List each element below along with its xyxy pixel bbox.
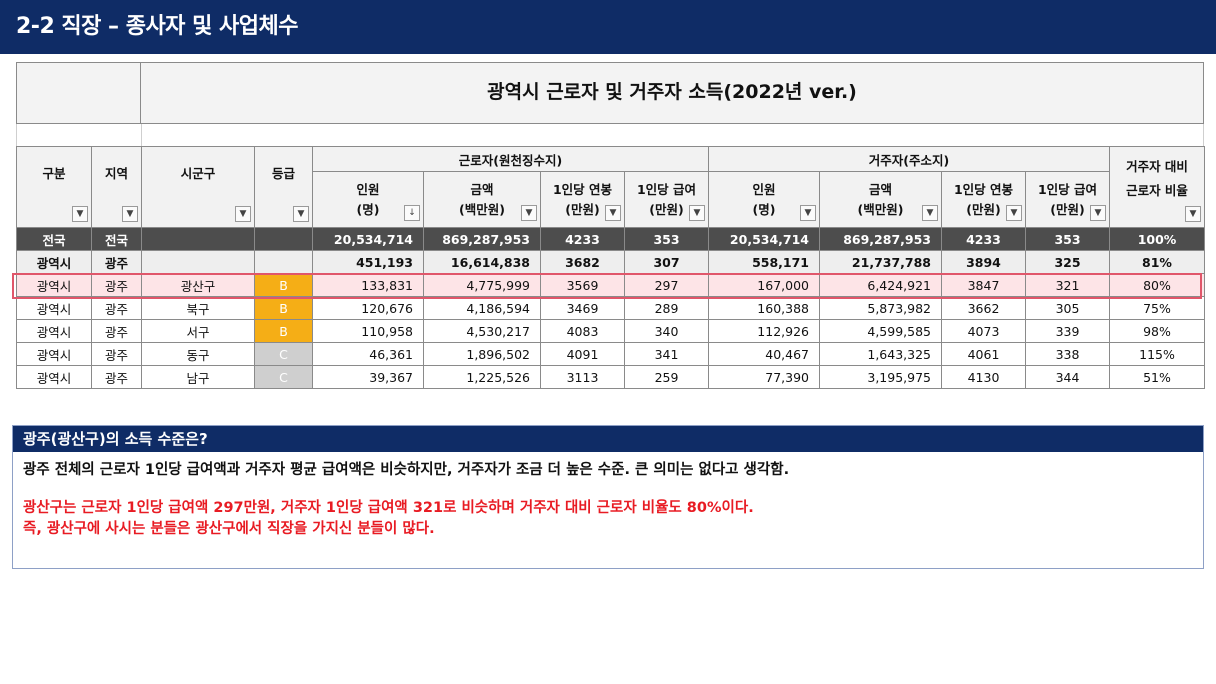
table-row: 광역시 광주 북구 B 120,676 4,186,594 3469 289 1… <box>16 296 1205 320</box>
grade-badge: C <box>254 365 313 389</box>
filter-dropdown-icon[interactable]: ▼ <box>1090 205 1106 221</box>
filter-dropdown-icon[interactable]: ▼ <box>235 206 251 222</box>
filter-dropdown-icon[interactable]: ▼ <box>122 206 138 222</box>
filter-dropdown-icon[interactable]: ▼ <box>1006 205 1022 221</box>
table-row: 광역시 광주 동구 C 46,361 1,896,502 4091 341 40… <box>16 342 1205 366</box>
header-gubun: 구분 ▼ <box>16 146 92 228</box>
note-title: 광주(광산구)의 소득 수준은? <box>13 426 1203 452</box>
table-row-gwangju-total: 광역시 광주 451,193 16,614,838 3682 307 558,1… <box>16 250 1205 274</box>
header-district: 시군구 ▼ <box>141 146 255 228</box>
header-resident-group: 거주자(주소지) <box>708 146 1110 172</box>
note-text: 광주 전체의 근로자 1인당 급여액과 거주자 평균 급여액은 비슷하지만, 거… <box>23 462 790 478</box>
filter-dropdown-icon[interactable]: ▼ <box>689 205 705 221</box>
filter-dropdown-icon[interactable]: ▼ <box>922 205 938 221</box>
header-worker-amount: 금액 (백만원) ▼ <box>423 171 541 228</box>
header-grade: 등급 ▼ <box>254 146 313 228</box>
table-row: 광역시 광주 서구 B 110,958 4,530,217 4083 340 1… <box>16 319 1205 343</box>
filter-dropdown-icon[interactable]: ▼ <box>521 205 537 221</box>
table-row: 광역시 광주 남구 C 39,367 1,225,526 3113 259 77… <box>16 365 1205 389</box>
note-highlight-text: 광산구는 근로자 1인당 급여액 297만원, 거주자 1인당 급여액 321로… <box>23 500 754 516</box>
sheet-title: 광역시 근로자 및 거주자 소득(2022년 ver.) <box>487 81 857 103</box>
grade-badge: C <box>254 342 313 366</box>
header-region: 지역 ▼ <box>91 146 142 228</box>
filter-dropdown-icon[interactable]: ▼ <box>800 205 816 221</box>
header-resident-monthly: 1인당 급여 (만원) ▼ <box>1025 171 1110 228</box>
table-row-gwangsan: 광역시 광주 광산구 B 133,831 4,775,999 3569 297 … <box>16 273 1205 297</box>
sheet-title-box: 광역시 근로자 및 거주자 소득(2022년 ver.) <box>16 62 1204 124</box>
filter-dropdown-icon[interactable]: ▼ <box>1185 206 1201 222</box>
note-highlight-text: 즉, 광산구에 사시는 분들은 광산구에서 직장을 가지신 분들이 많다. <box>23 521 435 537</box>
header-resident-people: 인원 (명) ▼ <box>708 171 820 228</box>
header-resident-annual: 1인당 연봉 (만원) ▼ <box>941 171 1026 228</box>
header-worker-group: 근로자(원천징수지) <box>312 146 709 172</box>
header-ratio: 거주자 대비 근로자 비율 ▼ <box>1109 146 1205 228</box>
note-box: 광주(광산구)의 소득 수준은? 광주 전체의 근로자 1인당 급여액과 거주자… <box>12 425 1204 569</box>
sort-desc-icon[interactable]: ↓ <box>404 205 420 221</box>
header-worker-people: 인원 (명) ↓ <box>312 171 424 228</box>
filter-dropdown-icon[interactable]: ▼ <box>72 206 88 222</box>
spreadsheet: 광역시 근로자 및 거주자 소득(2022년 ver.) 구분 ▼ 지역 ▼ 시… <box>16 62 1205 392</box>
header-worker-monthly: 1인당 급여 (만원) ▼ <box>624 171 709 228</box>
grade-badge: B <box>254 319 313 343</box>
header-worker-annual: 1인당 연봉 (만원) ▼ <box>540 171 625 228</box>
grade-badge: B <box>254 296 313 320</box>
table-row-national: 전국 전국 20,534,714 869,287,953 4233 353 20… <box>16 227 1205 251</box>
grade-badge: B <box>254 273 313 297</box>
filter-dropdown-icon[interactable]: ▼ <box>293 206 309 222</box>
header-resident-amount: 금액 (백만원) ▼ <box>819 171 942 228</box>
page-title: 2-2 직장 – 종사자 및 사업체수 <box>0 0 1216 54</box>
income-table: 구분 ▼ 지역 ▼ 시군구 ▼ 등급 ▼ 근로자(원천징수지) 거주자(주소지) <box>16 146 1205 389</box>
filter-dropdown-icon[interactable]: ▼ <box>605 205 621 221</box>
